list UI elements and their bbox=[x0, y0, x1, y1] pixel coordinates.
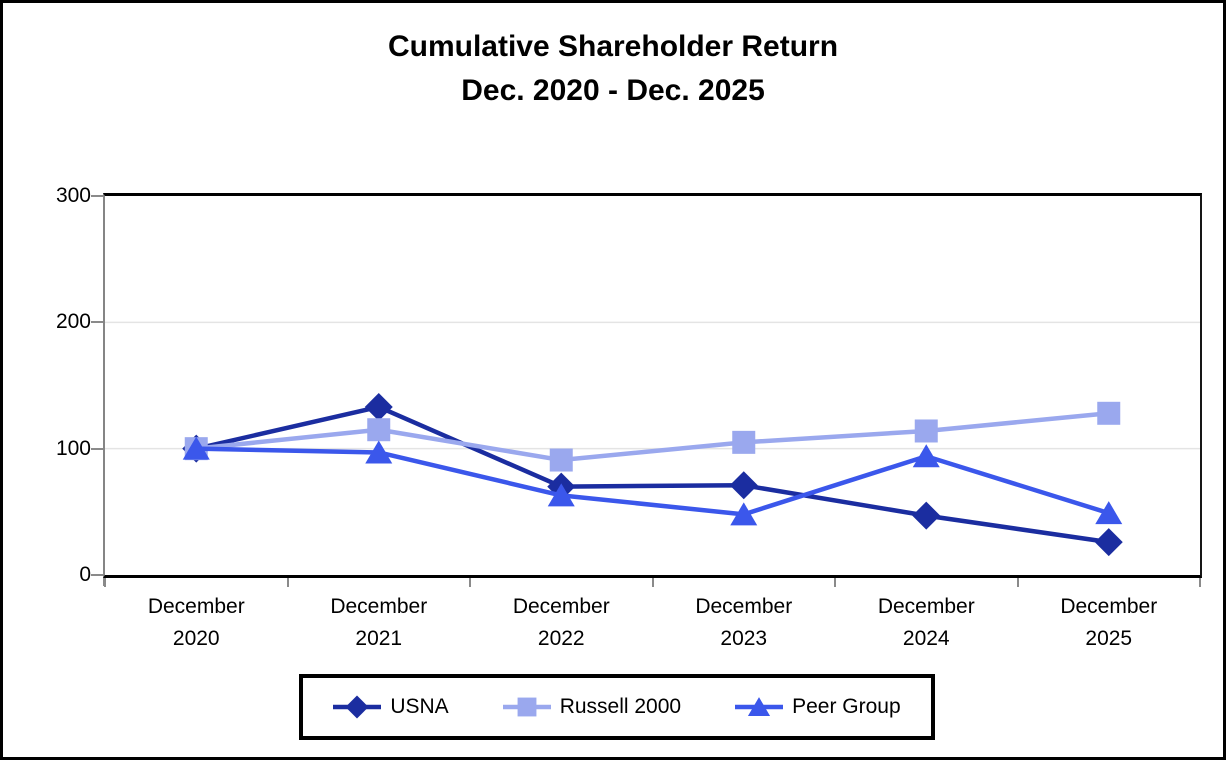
series-russell-2000-marker-2022 bbox=[549, 448, 573, 472]
series-peer-group-line bbox=[194, 446, 1111, 517]
legend-marker-russell-2000 bbox=[517, 697, 537, 717]
series-peer-group-marker-2023 bbox=[730, 502, 758, 526]
series-russell-2000-marker-2021 bbox=[367, 418, 391, 442]
series-usna-marker-2021 bbox=[364, 392, 393, 421]
x-axis-tick-6 bbox=[1199, 578, 1201, 587]
x-axis-label-2025: December 2025 bbox=[1060, 595, 1158, 650]
x-axis-tick-1 bbox=[286, 578, 289, 587]
line-chart-canvas bbox=[105, 321, 1200, 557]
x-axis-label-2020: December 2020 bbox=[147, 595, 245, 650]
y-axis-tick-100 bbox=[91, 447, 103, 450]
series-usna-line bbox=[194, 404, 1111, 545]
series-russell-2000-line bbox=[194, 411, 1111, 463]
legend-marker-usna bbox=[345, 695, 369, 719]
series-usna-marker-2023 bbox=[729, 471, 758, 500]
y-axis-label-300: 300 bbox=[55, 184, 91, 207]
x-axis-label-2021: December 2021 bbox=[330, 595, 428, 650]
series-usna-marker-2024 bbox=[912, 501, 941, 530]
legend-item-peer-group: Peer Group bbox=[735, 693, 901, 721]
y-axis-label-0: 0 bbox=[79, 563, 91, 586]
legend-label-russell-2000: Russell 2000 bbox=[559, 695, 682, 718]
series-peer-group-marker-2025 bbox=[1095, 501, 1123, 525]
series-russell-2000-marker-2024 bbox=[914, 419, 938, 443]
legend-triangle-icon bbox=[735, 697, 784, 717]
x-axis-tick-2 bbox=[469, 578, 471, 587]
legend: USNA Russell 2000 Peer Group bbox=[299, 674, 935, 740]
x-axis-tick-0 bbox=[104, 578, 106, 587]
x-axis-label-2022: December 2022 bbox=[512, 595, 610, 650]
series-peer-group-marker-2020 bbox=[182, 436, 210, 460]
series-russell-2000-marker-2023 bbox=[732, 430, 756, 454]
x-axis-tick-4 bbox=[834, 578, 836, 587]
series-peer-group-marker-2021 bbox=[365, 440, 393, 464]
legend-item-russell-2000: Russell 2000 bbox=[502, 693, 682, 721]
y-axis-tick-0 bbox=[91, 574, 103, 576]
legend-label-usna: USNA bbox=[390, 695, 449, 718]
x-axis-tick-5 bbox=[1016, 578, 1019, 587]
series-russell-2000-marker-2025 bbox=[1097, 401, 1121, 425]
x-axis-label-2023: December 2023 bbox=[695, 595, 793, 650]
legend-square-icon bbox=[502, 697, 551, 717]
y-axis-tick-300 bbox=[91, 195, 103, 197]
x-axis-tick-3 bbox=[651, 578, 654, 587]
legend-marker-peer-group bbox=[748, 697, 771, 717]
legend-label-peer-group: Peer Group bbox=[792, 695, 901, 718]
chart-subtitle: Dec. 2020 - Dec. 2025 bbox=[461, 74, 765, 107]
plot-area bbox=[103, 193, 1202, 578]
chart-title: Cumulative Shareholder Return bbox=[387, 30, 839, 63]
legend-diamond-icon bbox=[333, 695, 382, 719]
series-peer-group-marker-2024 bbox=[912, 444, 940, 468]
chart-title-block: Cumulative Shareholder Return Dec. 2020 … bbox=[3, 25, 1223, 113]
y-axis-label-100: 100 bbox=[55, 436, 91, 460]
y-axis-label-200: 200 bbox=[55, 310, 91, 334]
series-usna-marker-2025 bbox=[1094, 528, 1123, 557]
series-peer-group-marker-2022 bbox=[547, 483, 575, 507]
legend-item-usna: USNA bbox=[333, 693, 449, 721]
x-axis-label-2024: December 2024 bbox=[877, 595, 975, 650]
y-axis-tick-200 bbox=[91, 321, 103, 324]
